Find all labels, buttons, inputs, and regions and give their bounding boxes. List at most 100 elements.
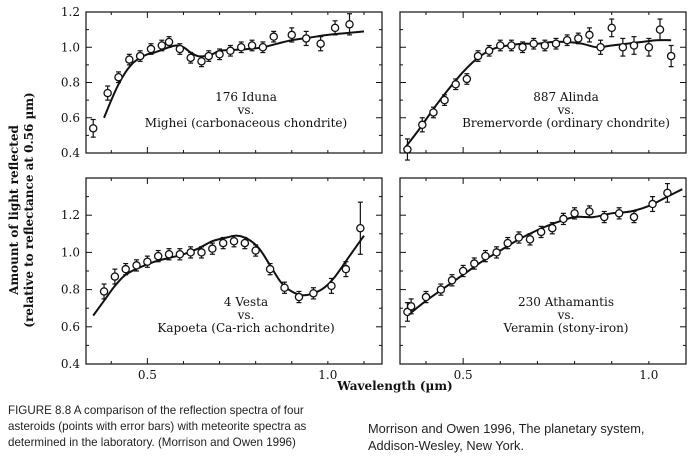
asteroid-data-point bbox=[356, 201, 365, 255]
asteroid-data-point bbox=[110, 268, 120, 285]
asteroid-point-marker bbox=[269, 32, 278, 41]
asteroid-data-point bbox=[125, 53, 134, 66]
credit-line: Morrison and Owen 1996, The planetary sy… bbox=[368, 421, 645, 436]
asteroid-data-point bbox=[666, 44, 676, 68]
asteroid-point-marker bbox=[218, 238, 228, 248]
asteroid-data-point bbox=[341, 261, 351, 278]
asteroid-data-point bbox=[607, 18, 616, 38]
asteroid-data-point bbox=[418, 117, 427, 133]
asteroid-data-point bbox=[618, 37, 628, 57]
asteroid-data-point bbox=[251, 244, 260, 257]
y-tick-label: 0.8 bbox=[61, 283, 80, 297]
asteroid-point-marker bbox=[316, 39, 325, 48]
asteroid-data-point bbox=[301, 30, 311, 47]
asteroid-data-point bbox=[570, 207, 579, 220]
asteroid-point-marker bbox=[440, 95, 449, 105]
asteroid-data-point bbox=[629, 36, 639, 55]
panel-annotation-line: 887 Alinda bbox=[533, 90, 599, 104]
panel-annotation-line: Veramin (stony-iron) bbox=[503, 321, 629, 335]
source-credit: Morrison and Owen 1996, The planetary sy… bbox=[368, 420, 688, 454]
asteroid-point-marker bbox=[585, 207, 594, 216]
asteroid-data-point bbox=[614, 207, 624, 220]
asteroid-point-marker bbox=[204, 51, 213, 61]
asteroid-data-point bbox=[121, 262, 130, 276]
asteroid-point-marker bbox=[629, 212, 639, 222]
asteroid-data-point bbox=[507, 39, 516, 52]
asteroid-data-point bbox=[548, 222, 557, 235]
panel-annotation-line: Kapoeta (Ca-rich achondrite) bbox=[157, 321, 334, 335]
asteroid-point-marker bbox=[103, 88, 112, 98]
asteroid-data-point bbox=[484, 44, 494, 57]
asteroid-data-point bbox=[473, 50, 483, 62]
asteroid-point-marker bbox=[655, 25, 665, 34]
asteroid-data-point bbox=[421, 290, 431, 304]
asteroid-point-marker bbox=[280, 283, 289, 292]
asteroid-data-point bbox=[215, 48, 224, 61]
asteroid-data-point bbox=[226, 44, 235, 57]
asteroid-data-point bbox=[247, 39, 257, 52]
asteroid-point-marker bbox=[132, 261, 141, 270]
asteroid-point-marker bbox=[164, 37, 174, 47]
asteroid-data-point bbox=[648, 196, 657, 213]
asteroid-point-marker bbox=[507, 41, 516, 50]
asteroid-data-point bbox=[596, 39, 605, 55]
asteroid-data-point bbox=[143, 255, 152, 268]
asteroid-point-marker bbox=[644, 43, 654, 52]
panel-annotation-line: Mighei (carbonaceous chondrite) bbox=[145, 116, 347, 130]
panel-annotation-line: Bremervorde (ordinary chondrite) bbox=[462, 116, 670, 130]
asteroid-point-marker bbox=[208, 244, 217, 253]
asteroid-point-marker bbox=[484, 46, 494, 56]
asteroid-data-point bbox=[655, 18, 665, 41]
asteroid-data-point bbox=[316, 36, 325, 52]
asteroid-data-point bbox=[574, 32, 583, 45]
caption-line: FIGURE 8.8 A comparison of the reflectio… bbox=[8, 404, 304, 417]
asteroid-data-point bbox=[518, 41, 527, 54]
asteroid-data-point bbox=[462, 73, 472, 85]
asteroid-point-marker bbox=[197, 248, 206, 257]
asteroid-point-marker bbox=[294, 292, 304, 302]
asteroid-data-point bbox=[503, 236, 512, 250]
asteroid-data-point bbox=[492, 246, 501, 259]
asteroid-point-marker bbox=[462, 74, 472, 84]
asteroid-point-marker bbox=[525, 235, 535, 244]
asteroid-point-marker bbox=[146, 44, 156, 54]
asteroid-data-point bbox=[644, 37, 654, 57]
asteroid-data-point bbox=[99, 283, 109, 300]
asteroid-data-point bbox=[481, 249, 490, 263]
asteroid-data-point bbox=[132, 259, 141, 272]
asteroid-data-point bbox=[600, 210, 609, 224]
asteroid-data-point bbox=[406, 298, 416, 315]
y-tick-label: 1.2 bbox=[61, 5, 80, 19]
asteroid-point-marker bbox=[536, 227, 546, 237]
asteroid-point-marker bbox=[551, 39, 561, 48]
asteroid-data-point bbox=[258, 41, 268, 54]
asteroid-data-point bbox=[585, 27, 594, 43]
asteroid-point-marker bbox=[164, 250, 174, 259]
asteroid-data-point bbox=[208, 242, 217, 255]
asteroid-data-point bbox=[103, 85, 112, 101]
asteroid-point-marker bbox=[429, 108, 438, 117]
asteroid-point-marker bbox=[529, 39, 538, 48]
asteroid-point-marker bbox=[345, 20, 354, 29]
asteroid-point-marker bbox=[406, 302, 416, 311]
asteroid-point-marker bbox=[197, 57, 206, 66]
asteroid-point-marker bbox=[157, 41, 167, 50]
asteroid-point-marker bbox=[514, 233, 524, 242]
asteroid-point-marker bbox=[473, 51, 483, 61]
asteroid-data-point bbox=[436, 283, 446, 296]
asteroid-data-point bbox=[309, 287, 318, 300]
asteroid-data-point bbox=[204, 50, 213, 62]
asteroid-point-marker bbox=[436, 285, 446, 294]
asteroid-point-marker bbox=[114, 72, 123, 82]
asteroid-data-point bbox=[146, 43, 156, 55]
panel-annotation-line: vs. bbox=[237, 103, 255, 117]
credit-line: Addison-Wesley, New York. bbox=[368, 438, 525, 453]
asteroid-point-marker bbox=[229, 236, 239, 246]
asteroid-data-point bbox=[186, 246, 195, 259]
x-tick-label: 0.5 bbox=[454, 368, 473, 382]
asteroid-data-point bbox=[529, 37, 538, 50]
asteroid-point-marker bbox=[559, 214, 568, 224]
y-tick-label: 0.4 bbox=[61, 146, 80, 160]
